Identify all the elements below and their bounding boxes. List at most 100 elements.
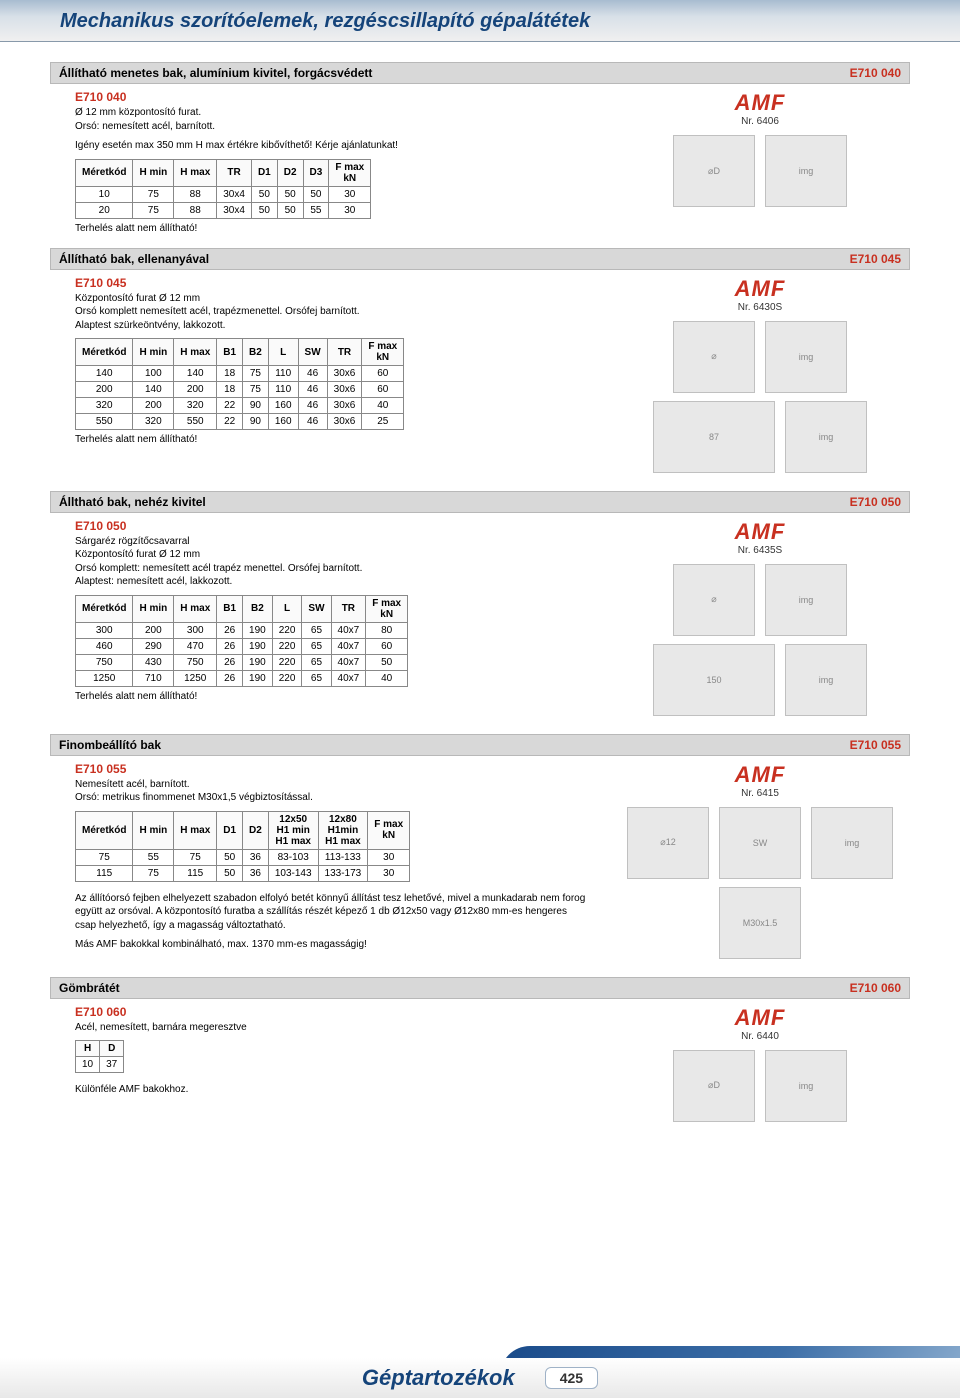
brand-number: Nr. 6415: [610, 788, 910, 799]
table-row: 10758830x450505030: [76, 186, 371, 202]
table-cell: 88: [174, 202, 217, 218]
brand-logo: AMF: [610, 90, 910, 116]
product-code: E710 050: [75, 519, 590, 533]
table-cell: 30x6: [327, 366, 362, 382]
section-code: E710 060: [850, 981, 901, 995]
table-cell: 300: [174, 622, 217, 638]
table-cell: 22: [217, 398, 243, 414]
table-row: 20758830x450505530: [76, 202, 371, 218]
table-cell: 430: [133, 654, 174, 670]
footer-title: Géptartozékok: [362, 1365, 515, 1391]
table-row: 115751155036103-143133-17330: [76, 865, 410, 881]
table-cell: 100: [133, 366, 174, 382]
table-cell: 60: [362, 382, 404, 398]
table-cell: 60: [362, 366, 404, 382]
table-row: 300200300261902206540x780: [76, 622, 408, 638]
table-cell: 50: [251, 202, 277, 218]
brand-number: Nr. 6406: [610, 116, 910, 127]
table-cell: 46: [298, 366, 327, 382]
table-cell: 26: [217, 622, 243, 638]
section-code: E710 040: [850, 66, 901, 80]
table-cell: 220: [272, 654, 302, 670]
table-cell: 46: [298, 382, 327, 398]
table-cell: 550: [76, 414, 133, 430]
tech-drawing-icon: 150: [653, 644, 775, 716]
table-row: 750430750261902206540x750: [76, 654, 408, 670]
table-cell: 30: [329, 202, 371, 218]
table-cell: 1250: [76, 670, 133, 686]
section-title: Állítható bak, ellenanyával: [59, 252, 209, 266]
table-header-cell: F maxkN: [366, 595, 408, 622]
table-cell: 75: [243, 366, 269, 382]
table-cell: 75: [133, 865, 174, 881]
product-photo: img: [785, 401, 867, 473]
table-cell: 320: [133, 414, 174, 430]
table-cell: 113-133: [318, 849, 368, 865]
table-cell: 10: [76, 186, 133, 202]
table-cell: 18: [217, 382, 243, 398]
brand-logo: AMF: [610, 762, 910, 788]
table-cell: 90: [243, 398, 269, 414]
table-header-cell: D2: [243, 811, 269, 849]
table-cell: 30x6: [327, 382, 362, 398]
table-header-cell: H: [76, 1041, 100, 1057]
section-title: Állítható menetes bak, alumínium kivitel…: [59, 66, 372, 80]
product-photo: img: [765, 1050, 847, 1122]
brand-number: Nr. 6440: [610, 1031, 910, 1042]
spec-table: HD1037: [75, 1040, 124, 1073]
table-cell: 220: [272, 622, 302, 638]
table-cell: 200: [133, 622, 174, 638]
product-photo: img: [765, 564, 847, 636]
table-row: 32020032022901604630x640: [76, 398, 404, 414]
brand-number: Nr. 6435S: [610, 545, 910, 556]
table-cell: 65: [302, 654, 331, 670]
table-cell: 40: [366, 670, 408, 686]
product-photo: img: [811, 807, 893, 879]
product-code: E710 060: [75, 1005, 590, 1019]
table-header-cell: D1: [251, 159, 277, 186]
table-cell: 90: [243, 414, 269, 430]
table-cell: 140: [174, 366, 217, 382]
product-photo: img: [765, 321, 847, 393]
table-cell: 46: [298, 398, 327, 414]
table-cell: 190: [243, 670, 273, 686]
table-note: Terhelés alatt nem állítható!: [75, 223, 590, 234]
table-cell: 460: [76, 638, 133, 654]
table-cell: 46: [298, 414, 327, 430]
section-title: Álltható bak, nehéz kivitel: [59, 495, 206, 509]
table-cell: 320: [76, 398, 133, 414]
table-header-cell: H min: [133, 159, 174, 186]
table-cell: 37: [100, 1057, 124, 1073]
table-cell: 22: [217, 414, 243, 430]
table-cell: 133-173: [318, 865, 368, 881]
brand-logo: AMF: [610, 519, 910, 545]
table-header-cell: H max: [174, 339, 217, 366]
table-cell: 140: [76, 366, 133, 382]
product-desc: Acél, nemesített, barnára megeresztve: [75, 1021, 590, 1035]
section-title: Finombeállító bak: [59, 738, 161, 752]
table-header-cell: SW: [302, 595, 331, 622]
table-header-cell: Méretkód: [76, 811, 133, 849]
product-desc: Sárgaréz rögzítőcsavarral Központosító f…: [75, 535, 590, 589]
table-cell: 50: [217, 849, 243, 865]
table-cell: 30: [329, 186, 371, 202]
product-code: E710 040: [75, 90, 590, 104]
table-header-cell: H min: [133, 595, 174, 622]
table-header-cell: F maxkN: [362, 339, 404, 366]
table-cell: 36: [243, 865, 269, 881]
table-cell: 160: [268, 398, 298, 414]
tech-drawing-icon: M30x1.5: [719, 887, 801, 959]
table-row: 55032055022901604630x625: [76, 414, 404, 430]
table-cell: 40x7: [331, 638, 366, 654]
table-cell: 300: [76, 622, 133, 638]
table-cell: 50: [366, 654, 408, 670]
section-header: Gömbrátét E710 060: [50, 977, 910, 999]
table-cell: 80: [366, 622, 408, 638]
table-header-cell: TR: [327, 339, 362, 366]
tech-drawing-icon: 87: [653, 401, 775, 473]
table-cell: 30: [368, 865, 410, 881]
table-header-cell: L: [268, 339, 298, 366]
table-row: 460290470261902206540x760: [76, 638, 408, 654]
table-cell: 30: [368, 849, 410, 865]
brand-logo: AMF: [610, 1005, 910, 1031]
